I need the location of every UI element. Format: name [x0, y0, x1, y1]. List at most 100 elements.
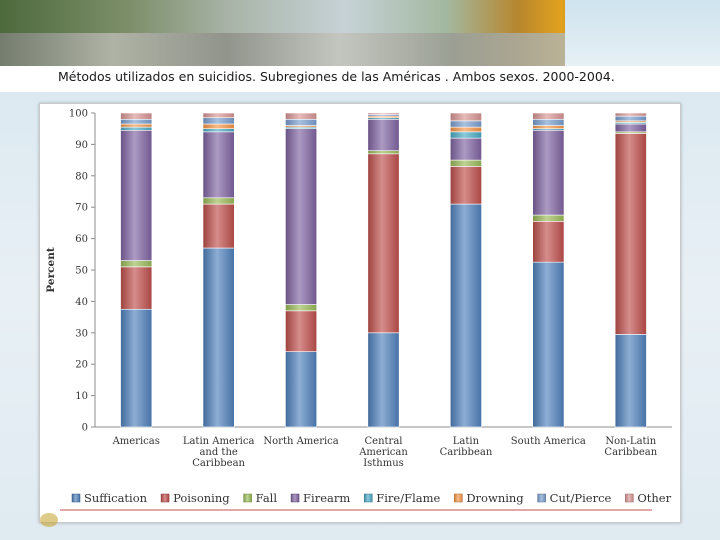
y-tick-label: 20: [75, 360, 88, 371]
bar-segment: [367, 118, 400, 151]
y-tick-label: 90: [75, 140, 88, 151]
bar-segment: [120, 129, 153, 261]
legend-label: Drowning: [466, 491, 524, 505]
legend-swatch: [454, 493, 463, 503]
bar-segment: [120, 118, 153, 125]
bar-stack: [614, 112, 647, 428]
bar-segment: [120, 123, 153, 128]
bar-segment: [202, 123, 235, 129]
bar-segment: [614, 115, 647, 122]
legend-label: Cut/Pierce: [550, 491, 612, 505]
bar-segment: [614, 133, 647, 335]
y-tick-label: 0: [82, 423, 88, 434]
legend-item: Fire/Flame: [364, 491, 441, 505]
bar-segment: [120, 126, 153, 131]
chart-panel: 0 10 20 30 40 50 60 70 80 90 100 Percent Americas La…: [39, 103, 681, 523]
bar-segment: [449, 159, 482, 167]
legend-item: Other: [625, 491, 672, 505]
y-tick-label: 80: [75, 171, 88, 182]
x-tick-label: Caribbean: [440, 447, 493, 458]
legend-swatch: [364, 493, 373, 503]
bar-segment: [120, 266, 153, 310]
bar-segment: [532, 129, 565, 216]
x-tick-label: Non-Latin: [605, 436, 656, 447]
bar-segment: [449, 131, 482, 139]
y-tick-label: 50: [75, 266, 88, 277]
bar-stack: [449, 112, 482, 428]
bar-segment: [202, 128, 235, 133]
legend-label: Suffication: [84, 491, 148, 505]
y-tick-label: 30: [75, 328, 88, 339]
bar-segment: [449, 166, 482, 205]
bar-segment: [532, 221, 565, 263]
bar-segment: [367, 153, 400, 334]
legend-swatch: [160, 493, 170, 503]
bar-stack: [120, 112, 153, 428]
legend-item: Firearm: [290, 491, 350, 505]
legend-label: Poisoning: [173, 491, 230, 505]
x-tick-label: and the: [199, 447, 237, 458]
bar-segment: [449, 112, 482, 122]
bar-segment: [285, 351, 318, 428]
bar-segment: [449, 137, 482, 161]
bar-segment: [614, 112, 647, 117]
legend-label: Firearm: [303, 491, 350, 505]
legend-item: Poisoning: [160, 491, 230, 505]
bar-segment: [120, 308, 153, 428]
title-bar: [0, 66, 720, 92]
x-tick-label: Central: [365, 436, 403, 447]
legend-label: Fire/Flame: [376, 491, 440, 505]
bar-segment: [202, 247, 235, 428]
bar-segment: [285, 118, 318, 126]
bar-segment: [367, 332, 400, 428]
x-tick-label: South America: [511, 436, 586, 447]
x-tick-label: Latin America: [183, 436, 255, 447]
legend-item: Cut/Pierce: [537, 491, 612, 505]
bar-segment: [532, 125, 565, 129]
y-tick-label: 10: [75, 391, 88, 402]
bar-segment: [532, 214, 565, 222]
banner-sky: [565, 0, 720, 66]
bar-stack: [532, 112, 565, 428]
header-banner: [0, 0, 720, 66]
banner-photo-strip: [0, 33, 565, 66]
bar-stack: [367, 112, 400, 428]
logo-mark: [40, 513, 58, 527]
bar-segment: [614, 334, 647, 428]
legend-swatch: [625, 493, 634, 503]
legend-swatch: [243, 493, 252, 503]
bar-segment: [532, 112, 565, 120]
legend-item: Fall: [243, 491, 278, 505]
x-tick-label: Caribbean: [604, 447, 657, 458]
bar-segment: [614, 123, 647, 133]
x-tick-label: Americas: [112, 436, 160, 447]
y-axis-title: Percent: [45, 247, 57, 293]
legend-item: Suffication: [71, 491, 148, 505]
bar-segment: [120, 112, 153, 120]
legend-swatch: [290, 493, 300, 503]
bar-segment: [202, 203, 235, 249]
x-tick-label: North America: [263, 436, 338, 447]
x-tick-label: Isthmus: [363, 458, 404, 469]
x-tick-label: Caribbean: [192, 458, 245, 469]
bar-segment: [285, 128, 318, 305]
legend-label: Other: [637, 491, 671, 505]
bar-segment: [202, 117, 235, 125]
legend-swatch: [537, 493, 546, 503]
y-tick-label: 100: [69, 109, 88, 120]
stacked-bar-chart: 0 10 20 30 40 50 60 70 80 90 100 Percent Americas La…: [45, 109, 672, 511]
y-tick-label: 40: [75, 297, 88, 308]
bar-segment: [120, 260, 153, 268]
y-tick-label: 70: [75, 203, 88, 214]
bar-segment: [532, 118, 565, 126]
bar-segment: [202, 131, 235, 199]
x-tick-label: Latin: [453, 436, 480, 447]
bar-stack: [202, 112, 235, 428]
bar-segment: [202, 197, 235, 205]
legend-swatch: [71, 493, 81, 503]
legend-label: Fall: [256, 491, 278, 505]
y-tick-label: 60: [75, 234, 88, 245]
bar-segment: [449, 120, 482, 128]
bar-stack: [285, 112, 318, 428]
bar-segment: [367, 150, 400, 155]
